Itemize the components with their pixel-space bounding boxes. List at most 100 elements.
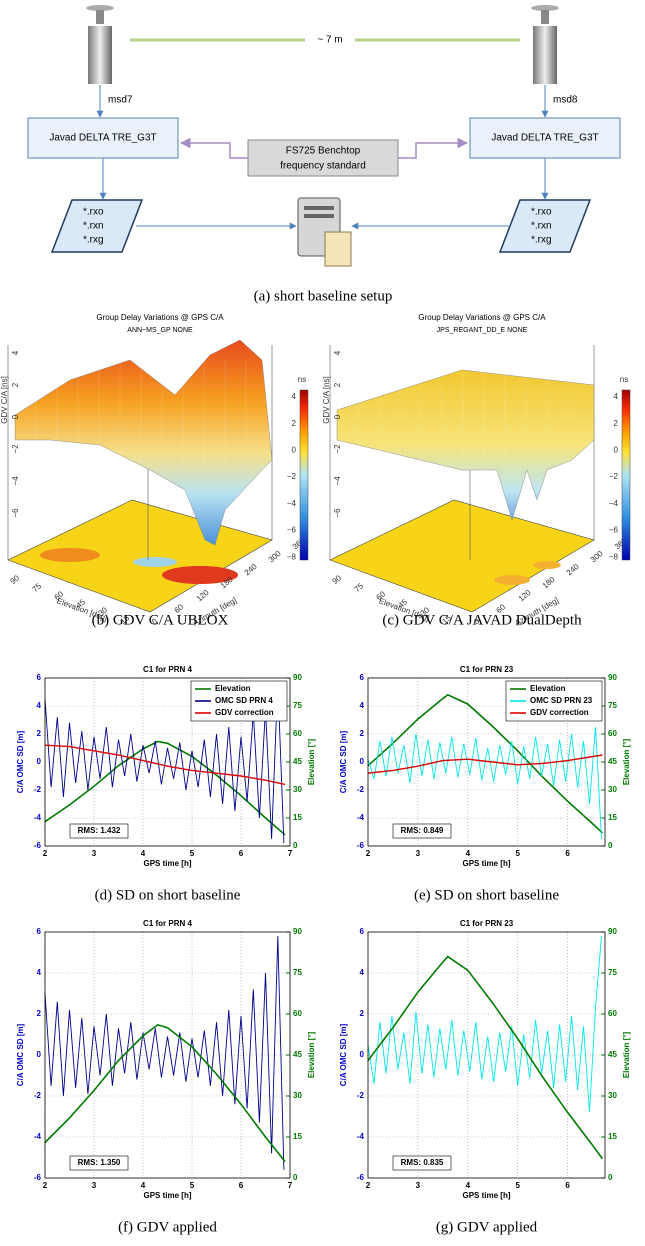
caption: (f) GDV applied bbox=[118, 1219, 217, 1235]
y-tick-label: 0 bbox=[37, 1050, 42, 1059]
colorbar-tick-label: −2 bbox=[609, 472, 619, 481]
caption: (a) short baseline setup bbox=[254, 288, 393, 304]
elevation-tick-label: 90 bbox=[330, 573, 343, 586]
x-tick-label: 3 bbox=[416, 1181, 421, 1190]
legend-label: OMC SD PRN 4 bbox=[215, 696, 273, 705]
y-tick-label: -6 bbox=[357, 1173, 365, 1182]
x-tick-label: 5 bbox=[515, 1181, 520, 1190]
x-tick-label: 5 bbox=[190, 1181, 195, 1190]
colorbar-tick-label: 0 bbox=[614, 446, 619, 455]
colorbar-tick-label: −6 bbox=[609, 526, 619, 535]
x-tick-label: 2 bbox=[43, 849, 48, 858]
colorbar-tick-label: 4 bbox=[614, 392, 619, 401]
file-box bbox=[50, 199, 144, 253]
y-tick-label: 4 bbox=[360, 701, 365, 710]
y-tick-label: -4 bbox=[357, 813, 365, 822]
floor-pattern bbox=[162, 566, 238, 584]
azimuth-tick-label: 300 bbox=[589, 549, 605, 565]
y2-axis-label: Elevation [°] bbox=[307, 739, 316, 786]
z-tick-label: −2 bbox=[333, 444, 342, 454]
y-tick-label: -6 bbox=[357, 841, 365, 850]
colorbar bbox=[621, 389, 631, 561]
elevation-tick-label: 90 bbox=[8, 573, 21, 586]
y-tick-label: -4 bbox=[357, 1132, 365, 1141]
antenna-body bbox=[88, 26, 112, 84]
annotation-box bbox=[69, 1155, 129, 1171]
plot-frame bbox=[44, 677, 291, 847]
y-tick-label: -2 bbox=[357, 1091, 365, 1100]
x-tick-label: 4 bbox=[141, 1181, 146, 1190]
chart-title: C1 for PRN 4 bbox=[143, 919, 192, 928]
receiver-box bbox=[27, 117, 179, 159]
azimuth-tick-label: 180 bbox=[541, 575, 557, 591]
plot-title: Group Delay Variations @ GPS C/A bbox=[96, 313, 224, 322]
plot-subtitle: ANN−MS_GP NONE bbox=[127, 327, 193, 334]
series-line bbox=[44, 1024, 286, 1163]
colorbar-tick-label: −6 bbox=[287, 526, 297, 535]
y2-axis-label: Elevation [°] bbox=[307, 1032, 316, 1079]
y-axis-label: C/A OMC SD [m] bbox=[16, 1023, 25, 1086]
y-tick-label: 0 bbox=[360, 757, 365, 766]
x-axis-label: GPS time [h] bbox=[143, 1191, 191, 1200]
colorbar-tick-label: −4 bbox=[609, 499, 619, 508]
x-tick-label: 2 bbox=[366, 849, 371, 858]
azimuth-tick-label: 300 bbox=[267, 549, 283, 565]
y-tick-label: -2 bbox=[357, 785, 365, 794]
file-label: *.rxo bbox=[83, 207, 104, 218]
elevation-tick-label: 75 bbox=[352, 581, 365, 594]
z-tick-label: 0 bbox=[333, 414, 342, 419]
receiver-label: Javad DELTA TRE_G3T bbox=[49, 133, 156, 144]
legend-label: OMC SD PRN 23 bbox=[530, 696, 593, 705]
z-tick-label: −6 bbox=[11, 508, 20, 518]
z-tick-label: −4 bbox=[333, 476, 342, 486]
x-tick-label: 3 bbox=[92, 1181, 97, 1190]
y-tick-label: -6 bbox=[34, 841, 42, 850]
y2-tick-label: 30 bbox=[608, 785, 617, 794]
colorbar-tick-label: 4 bbox=[292, 392, 297, 401]
z-tick-label: −6 bbox=[333, 508, 342, 518]
file-label: *.rxg bbox=[83, 235, 104, 246]
surface bbox=[14, 339, 273, 546]
x-tick-label: 6 bbox=[239, 1181, 244, 1190]
y2-tick-label: 0 bbox=[293, 1173, 298, 1182]
colorbar-tick-label: −8 bbox=[609, 552, 619, 561]
y-tick-label: 0 bbox=[37, 757, 42, 766]
caption: (c) GDV C/A JAVAD DualDepth bbox=[382, 612, 582, 628]
y2-tick-label: 90 bbox=[293, 673, 302, 682]
x-tick-label: 6 bbox=[239, 849, 244, 858]
y-tick-label: -6 bbox=[34, 1173, 42, 1182]
colorbar bbox=[299, 389, 309, 561]
y2-tick-label: 0 bbox=[608, 1173, 613, 1182]
y-axis-label: C/A OMC SD [m] bbox=[16, 730, 25, 793]
x-tick-label: 3 bbox=[416, 849, 421, 858]
z-tick-label: 4 bbox=[11, 350, 20, 355]
annotation: RMS: 1.432 bbox=[78, 826, 121, 835]
y-tick-label: 4 bbox=[360, 968, 365, 977]
y2-tick-label: 90 bbox=[293, 927, 302, 936]
file-label: *.rxn bbox=[83, 221, 104, 232]
y-tick-label: 4 bbox=[37, 968, 42, 977]
y2-tick-label: 15 bbox=[293, 1132, 302, 1141]
y-tick-label: 4 bbox=[37, 701, 42, 710]
y2-tick-label: 45 bbox=[608, 1050, 617, 1059]
distance-label: ~ 7 m bbox=[317, 35, 342, 46]
colorbar-label: ns bbox=[298, 375, 306, 384]
colorbar-tick-label: −8 bbox=[287, 552, 297, 561]
antenna-dish bbox=[86, 5, 114, 11]
y-tick-label: -4 bbox=[34, 1132, 42, 1141]
y-tick-label: 2 bbox=[37, 1009, 42, 1018]
label-bg bbox=[305, 33, 355, 47]
y-tick-label: 6 bbox=[37, 673, 42, 682]
z-tick-label: −4 bbox=[11, 476, 20, 486]
colorbar-tick-label: −4 bbox=[287, 499, 297, 508]
caption: (g) GDV applied bbox=[436, 1219, 538, 1235]
receiver-box bbox=[469, 117, 621, 159]
y2-tick-label: 0 bbox=[293, 841, 298, 850]
y2-axis-label: Elevation [°] bbox=[622, 1032, 631, 1079]
z-tick-label: 2 bbox=[333, 382, 342, 387]
y2-tick-label: 0 bbox=[608, 841, 613, 850]
plot-frame bbox=[44, 931, 291, 1179]
file-label: *.rxn bbox=[531, 221, 552, 232]
azimuth-tick-label: 120 bbox=[195, 588, 211, 604]
